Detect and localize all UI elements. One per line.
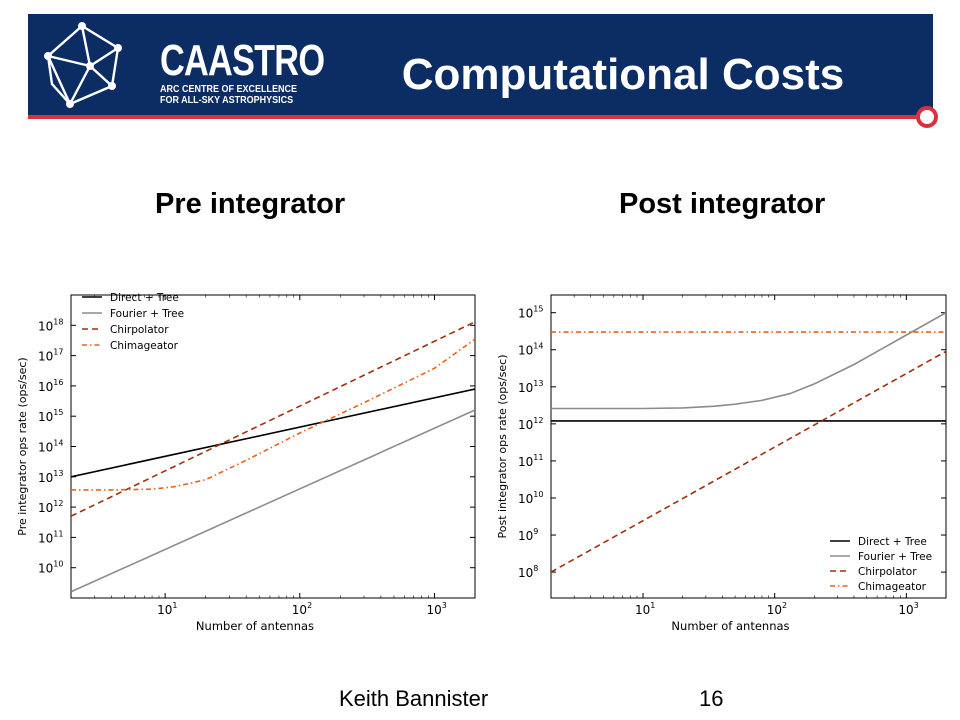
plot-frame — [550, 294, 947, 599]
header-banner: CAASTRO ARC CENTRE OF EXCELLENCE FOR ALL… — [28, 14, 933, 116]
y-tick-label: 1013 — [518, 379, 543, 395]
footer-author: Keith Bannister — [339, 686, 489, 711]
legend-label: Direct + Tree — [858, 536, 927, 548]
y-tick-label: 1014 — [518, 342, 543, 358]
post-integrator-chart: 101 102 103 108 109 1010 1011 1012 1013 1014 1015 N… — [496, 294, 947, 633]
post-integrator-title: Post integrator — [619, 188, 826, 220]
y-tick-label: 1017 — [38, 348, 63, 364]
x-tick-label: 101 — [635, 601, 655, 617]
y-tick-label: 1011 — [38, 529, 63, 545]
series-line-chimageator — [71, 338, 475, 491]
y-axis-label: Pre integrator ops rate (ops/sec) — [16, 357, 29, 535]
series-line-chirpolator — [551, 350, 946, 573]
series-line-chirpolator — [71, 321, 475, 517]
y-tick-label: 1012 — [38, 499, 63, 515]
y-tick-label: 109 — [518, 527, 538, 543]
legend-label: Fourier + Tree — [110, 308, 184, 320]
x-tick-label: 103 — [426, 601, 446, 617]
logo-wordmark: CAASTRO ARC CENTRE OF EXCELLENCE FOR ALL… — [160, 36, 371, 107]
minor-ticks — [70, 295, 476, 598]
caastro-logo-icon — [44, 22, 122, 108]
x-tick-label: 102 — [767, 601, 787, 617]
legend-label: Chirpolator — [858, 566, 917, 578]
x-tick-label: 103 — [898, 601, 918, 617]
y-tick-label: 1014 — [38, 439, 63, 455]
legend-label: Chimageator — [858, 581, 927, 593]
x-tick-label: 102 — [292, 601, 312, 617]
y-tick-label: 1010 — [38, 560, 63, 576]
x-axis-label: Number of antennas — [196, 619, 314, 633]
y-tick-label: 1018 — [38, 317, 63, 333]
y-axis-label: Post integrator ops rate (ops/sec) — [496, 355, 509, 539]
legend-label: Chirpolator — [110, 324, 169, 336]
y-tick-label: 1010 — [518, 490, 543, 506]
y-tick-label: 108 — [518, 564, 538, 580]
chart-legend: Direct + Tree Fourier + Tree Chirpolator Ch… — [830, 536, 932, 593]
x-axis-label: Number of antennas — [671, 619, 789, 633]
y-tick-label: 1015 — [38, 408, 63, 424]
y-tick-label: 1016 — [38, 378, 63, 394]
y-tick-label: 1015 — [518, 305, 543, 321]
x-tick-label: 101 — [157, 601, 177, 617]
pre-integrator-title: Pre integrator — [155, 188, 346, 220]
logo-name: CAASTRO — [160, 36, 325, 85]
slide-title: Computational Costs — [401, 50, 845, 99]
logo-subtitle-1: ARC CENTRE OF EXCELLENCE — [160, 84, 298, 95]
legend-label: Fourier + Tree — [858, 551, 932, 563]
chart-legend: Direct + Tree Fourier + Tree Chirpolator Ch… — [82, 292, 184, 352]
legend-label: Direct + Tree — [110, 292, 179, 304]
series-line-fourier-tree — [551, 312, 946, 410]
logo-subtitle-2: FOR ALL-SKY ASTROPHYSICS — [160, 95, 294, 106]
y-tick-label: 1011 — [518, 453, 543, 469]
footer-page-number: 16 — [699, 686, 724, 711]
series-line-fourier-tree — [71, 409, 475, 593]
header-accent-dot — [916, 106, 938, 128]
header-accent-line — [28, 115, 923, 119]
minor-ticks — [550, 295, 947, 598]
series-line-direct-tree — [71, 388, 475, 478]
y-tick-label: 1012 — [518, 416, 543, 432]
y-tick-label: 1013 — [38, 469, 63, 485]
pre-integrator-chart: 101 102 103 1010 1011 1012 1013 1014 1015 1016 101… — [16, 292, 476, 633]
legend-label: Chimageator — [110, 340, 179, 352]
